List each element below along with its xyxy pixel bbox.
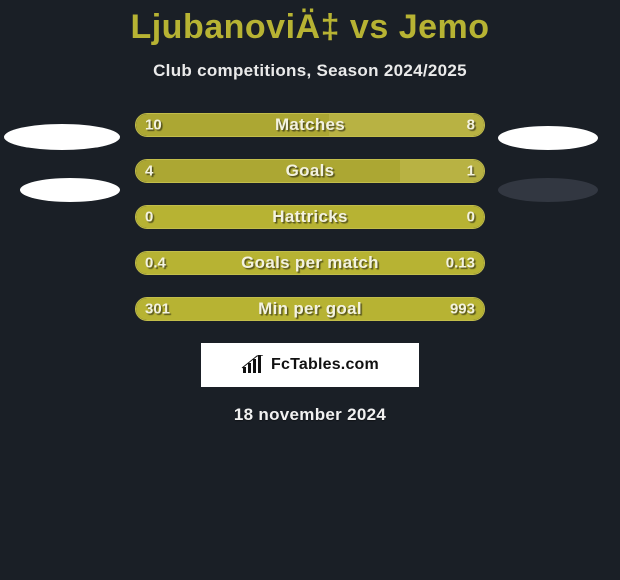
snapshot-date: 18 november 2024 xyxy=(0,405,620,425)
stat-value-right: 1 xyxy=(467,163,475,180)
source-logo[interactable]: FcTables.com xyxy=(201,343,419,387)
stat-value-left: 4 xyxy=(145,163,153,180)
page-title: LjubanoviÄ‡ vs Jemo xyxy=(0,0,620,47)
stat-label: Goals per match xyxy=(241,253,379,273)
stat-label: Goals xyxy=(286,161,335,181)
stat-row: Goals 4 1 xyxy=(135,159,485,183)
stat-value-right: 0 xyxy=(467,209,475,226)
bar-segment-left xyxy=(136,160,400,182)
stat-value-right: 993 xyxy=(450,301,475,318)
bar-chart-icon xyxy=(241,355,267,375)
stat-row: Matches 10 8 xyxy=(135,113,485,137)
stat-label: Min per goal xyxy=(258,299,362,319)
stat-value-right: 8 xyxy=(467,117,475,134)
page-subtitle: Club competitions, Season 2024/2025 xyxy=(0,61,620,81)
stat-value-left: 0.4 xyxy=(145,255,166,272)
stat-label: Matches xyxy=(275,115,345,135)
stat-row: Min per goal 301 993 xyxy=(135,297,485,321)
comparison-chart: Matches 10 8 Goals 4 1 Hattricks 0 0 Goals per ma… xyxy=(0,113,620,321)
stat-label: Hattricks xyxy=(272,207,347,227)
bar-segment-right xyxy=(329,114,484,136)
stat-value-left: 10 xyxy=(145,117,162,134)
stat-row: Goals per match 0.4 0.13 xyxy=(135,251,485,275)
stat-row: Hattricks 0 0 xyxy=(135,205,485,229)
source-logo-text: FcTables.com xyxy=(271,356,379,374)
stat-value-left: 301 xyxy=(145,301,170,318)
stat-value-right: 0.13 xyxy=(446,255,475,272)
stat-value-left: 0 xyxy=(145,209,153,226)
